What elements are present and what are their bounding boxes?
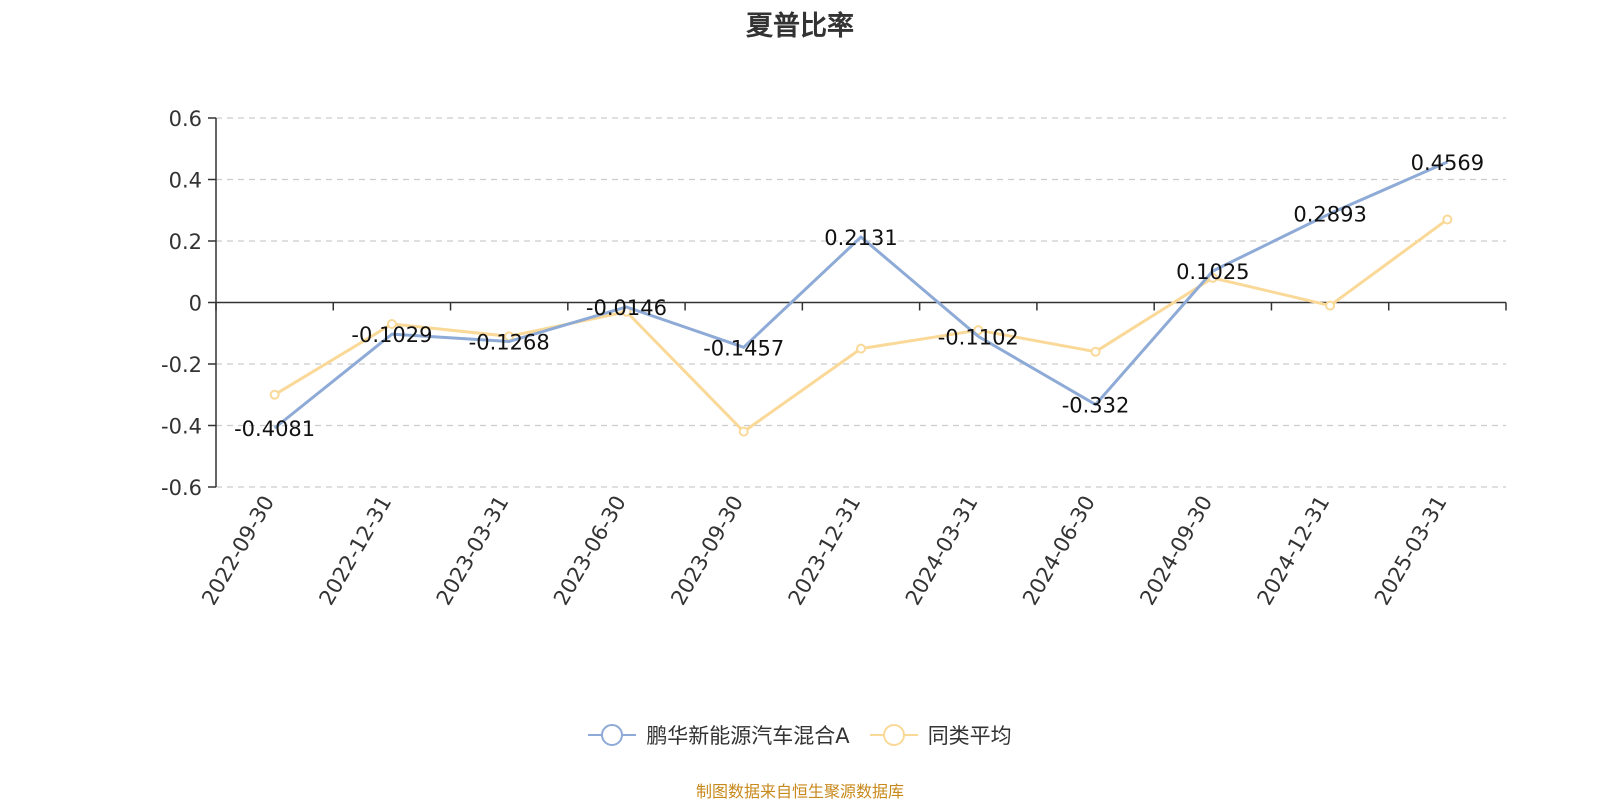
data-label: -0.1029 (351, 323, 432, 347)
x-tick-label: 2024-06-30 (1018, 492, 1100, 610)
x-tick-label: 2024-12-31 (1253, 492, 1335, 610)
legend-item-fund[interactable]: 鹏华新能源汽车混合A (588, 720, 850, 750)
legend-item-peer-average[interactable]: 同类平均 (869, 720, 1012, 750)
y-tick-label: 0.2 (169, 230, 202, 254)
peer-average-point[interactable] (738, 426, 749, 437)
legend-line-circle-icon (869, 724, 918, 746)
data-label: -0.1268 (469, 330, 550, 354)
peer-average-point[interactable] (1442, 214, 1453, 225)
series (269, 160, 1453, 437)
peer-average-point[interactable] (973, 325, 984, 336)
x-tick-label: 2022-09-30 (197, 492, 279, 610)
x-tick-label: 2023-03-31 (432, 492, 514, 610)
series-line-fund (273, 160, 1448, 430)
y-tick-label: -0.6 (161, 476, 202, 500)
y-tick-label: 0.4 (169, 169, 202, 193)
peer-average-point[interactable] (856, 343, 866, 354)
x-tick-label: 2024-09-30 (1135, 492, 1217, 610)
legend-label-fund: 鹏华新能源汽车混合A (646, 724, 850, 748)
grid-lines (216, 117, 1506, 488)
x-tick-label: 2024-03-31 (901, 492, 983, 610)
x-tick-label: 2023-09-30 (666, 492, 748, 610)
source-note: 制图数据来自恒生聚源数据库 (695, 782, 904, 801)
peer-average-point[interactable] (386, 319, 397, 330)
data-label: 0.2131 (824, 226, 897, 250)
x-tick-label: 2025-03-31 (1370, 492, 1452, 610)
data-label: -0.1102 (938, 325, 1019, 349)
legend-label-peer-average: 同类平均 (927, 724, 1012, 748)
legend: 鹏华新能源汽车混合A 同类平均 (0, 720, 1600, 750)
data-label: 0.1025 (1176, 260, 1249, 284)
y-tick-label: -0.2 (161, 353, 202, 377)
data-label: 0.4569 (1411, 151, 1484, 175)
y-tick-label: 0.6 (169, 107, 202, 131)
data-labels: -0.4081 -0.1029 -0.1268 -0.0146 -0.1457 0.213… (234, 151, 1484, 441)
data-label: -0.332 (1062, 394, 1130, 418)
peer-average-point[interactable] (1207, 272, 1218, 283)
x-tick-label: 2023-06-30 (549, 492, 631, 610)
data-label: -0.0146 (586, 296, 667, 320)
peer-average-point[interactable] (1325, 300, 1336, 311)
peer-average-point[interactable] (1090, 346, 1101, 357)
x-tick-label: 2023-12-31 (784, 492, 866, 610)
x-tick-label: 2022-12-31 (314, 491, 396, 609)
peer-average-point[interactable] (269, 389, 280, 400)
y-tick-label: 0 (189, 292, 202, 316)
chart-title: 夏普比率 (746, 11, 854, 42)
data-label: -0.1457 (703, 336, 784, 360)
series-line-peer-average (273, 218, 1449, 434)
data-label: -0.4081 (234, 417, 315, 441)
data-label: 0.2893 (1293, 203, 1366, 227)
legend-line-circle-icon (588, 724, 637, 746)
y-tick-label: -0.4 (161, 415, 202, 439)
